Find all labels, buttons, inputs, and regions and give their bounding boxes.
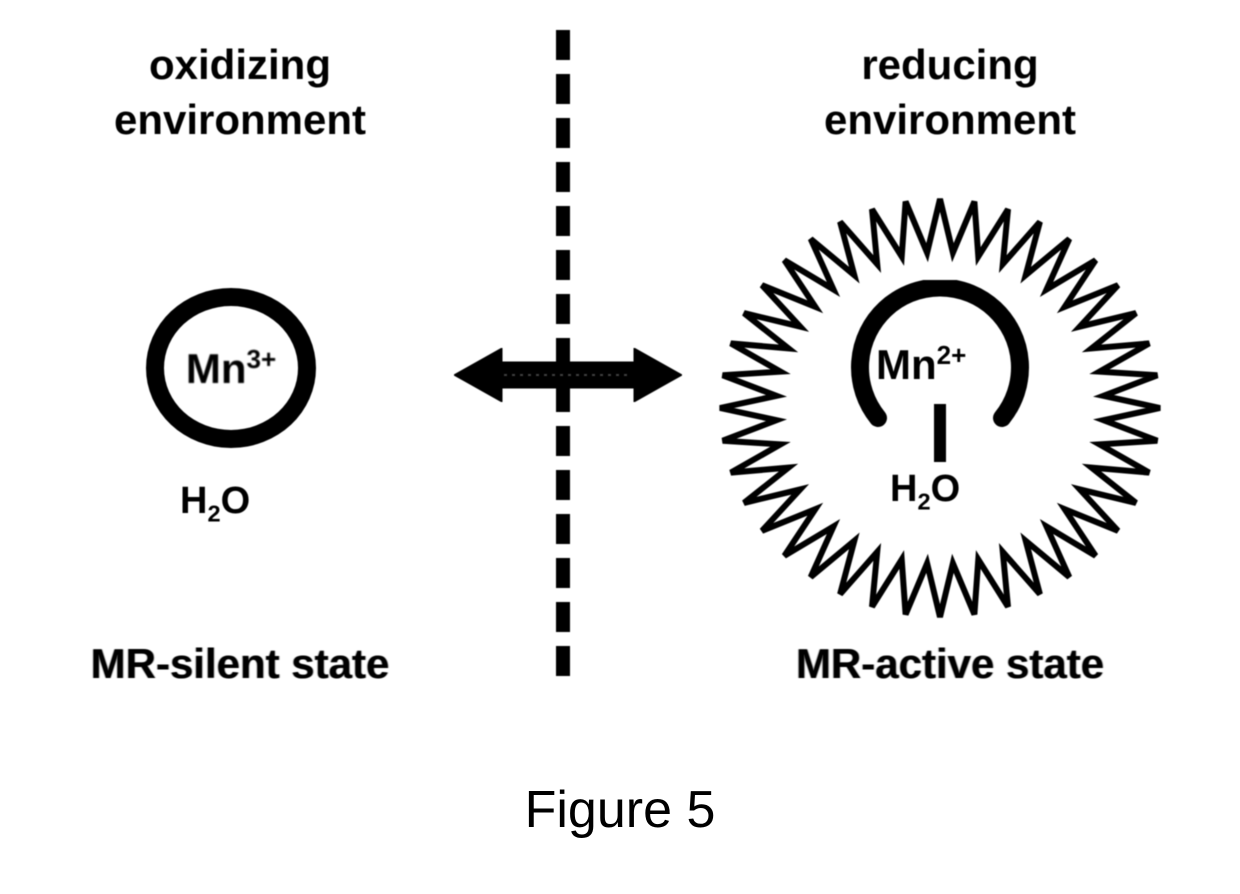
right-header: reducing environment [770,38,1130,147]
mn-water-bond [934,404,946,462]
left-state-label: MR-silent state [40,640,440,688]
mn3-closed-complex: Mn3+ [146,288,316,448]
right-water-label: H2O [890,468,960,516]
mn3-ion-label: Mn3+ [186,344,276,393]
right-header-line2: environment [824,96,1076,143]
figure-caption: Figure 5 [0,780,1240,840]
right-state-label: MR-active state [740,640,1160,688]
left-water-label: H2O [180,480,250,528]
left-header: oxidizing environment [60,38,420,147]
equilibrium-arrow [454,348,682,402]
diagram-root: oxidizing environment reducing environme… [0,0,1240,894]
right-header-line1: reducing [861,41,1038,88]
left-header-line1: oxidizing [149,41,331,88]
left-header-line2: environment [114,96,366,143]
mn2-ion-label: Mn2+ [876,340,966,389]
